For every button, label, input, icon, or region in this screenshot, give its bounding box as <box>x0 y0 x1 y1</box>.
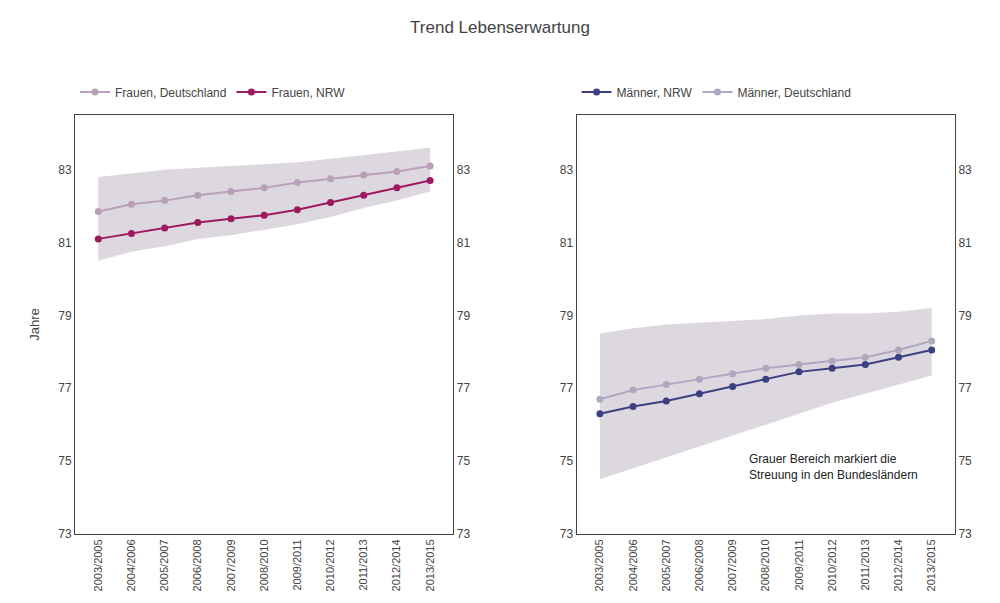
svg-text:83: 83 <box>560 163 574 177</box>
svg-text:Männer, NRW: Männer, NRW <box>617 86 693 100</box>
svg-text:2013/2015: 2013/2015 <box>424 539 436 591</box>
svg-text:2006/2008: 2006/2008 <box>191 539 203 591</box>
svg-text:2012/2014: 2012/2014 <box>892 539 904 591</box>
svg-text:2012/2014: 2012/2014 <box>390 539 402 591</box>
svg-text:81: 81 <box>560 236 574 250</box>
svg-text:2005/2007: 2005/2007 <box>660 539 672 591</box>
svg-text:81: 81 <box>958 236 972 250</box>
svg-text:2010/2012: 2010/2012 <box>826 539 838 591</box>
svg-text:2011/2013: 2011/2013 <box>357 539 369 590</box>
svg-text:2011/2013: 2011/2013 <box>859 539 871 590</box>
svg-text:73: 73 <box>560 527 574 541</box>
svg-text:2003/2005: 2003/2005 <box>593 539 605 591</box>
svg-text:2009/2011: 2009/2011 <box>291 539 303 590</box>
svg-text:83: 83 <box>58 163 72 177</box>
svg-text:2004/2006: 2004/2006 <box>125 539 137 591</box>
svg-text:81: 81 <box>58 236 72 250</box>
svg-text:77: 77 <box>457 381 471 395</box>
svg-text:2005/2007: 2005/2007 <box>158 539 170 591</box>
svg-text:2004/2006: 2004/2006 <box>627 539 639 591</box>
svg-text:79: 79 <box>560 309 574 323</box>
svg-text:2013/2015: 2013/2015 <box>925 539 937 591</box>
svg-text:2007/2009: 2007/2009 <box>225 539 237 591</box>
svg-text:75: 75 <box>58 454 72 468</box>
svg-text:73: 73 <box>58 527 72 541</box>
svg-text:Frauen, Deutschland: Frauen, Deutschland <box>115 86 226 100</box>
svg-text:73: 73 <box>457 527 471 541</box>
svg-text:Frauen, NRW: Frauen, NRW <box>271 86 345 100</box>
svg-text:2009/2011: 2009/2011 <box>793 539 805 590</box>
svg-text:2008/2010: 2008/2010 <box>258 539 270 591</box>
svg-text:75: 75 <box>457 454 471 468</box>
svg-text:81: 81 <box>457 236 471 250</box>
svg-text:77: 77 <box>958 381 972 395</box>
svg-text:73: 73 <box>958 527 972 541</box>
svg-text:Trend Lebenserwartung: Trend Lebenserwartung <box>410 18 590 37</box>
svg-text:79: 79 <box>58 309 72 323</box>
svg-text:Grauer Bereich markiert dieStr: Grauer Bereich markiert dieStreuung in d… <box>749 452 918 482</box>
svg-text:79: 79 <box>958 309 972 323</box>
svg-text:83: 83 <box>457 163 471 177</box>
svg-text:75: 75 <box>560 454 574 468</box>
svg-text:2006/2008: 2006/2008 <box>693 539 705 591</box>
svg-text:77: 77 <box>560 381 574 395</box>
svg-text:Jahre: Jahre <box>27 308 42 341</box>
svg-text:2003/2005: 2003/2005 <box>92 539 104 591</box>
svg-text:75: 75 <box>958 454 972 468</box>
svg-text:83: 83 <box>958 163 972 177</box>
svg-text:77: 77 <box>58 381 72 395</box>
svg-text:2007/2009: 2007/2009 <box>726 539 738 591</box>
svg-text:79: 79 <box>457 309 471 323</box>
svg-text:Männer, Deutschland: Männer, Deutschland <box>737 86 850 100</box>
svg-text:2008/2010: 2008/2010 <box>759 539 771 591</box>
svg-text:2010/2012: 2010/2012 <box>324 539 336 591</box>
